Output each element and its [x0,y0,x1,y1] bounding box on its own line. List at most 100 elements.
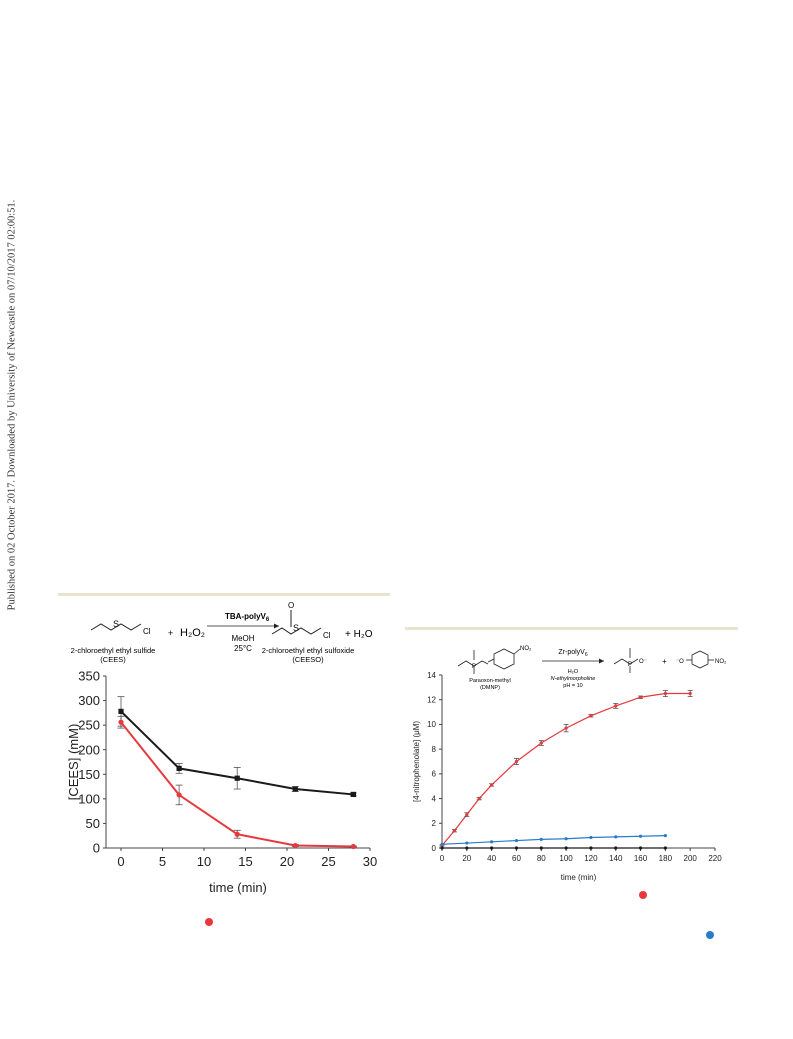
x-tick-label: 140 [609,854,623,863]
data-point-black [440,846,444,850]
margin-note: Published on 02 October 2017. Downloaded… [4,180,20,630]
ceeso-atom-cl: Cl [323,631,331,640]
arrowhead-right [599,658,604,664]
data-point-red [539,741,543,745]
y-tick-label: 250 [78,718,100,733]
y-tick-label: 100 [78,791,100,806]
y-tick-label: 4 [432,794,437,803]
x-tick-label: 220 [708,854,722,863]
x-tick-label: 100 [559,854,573,863]
dmnp-name: Paraoxon-methyl [469,678,511,684]
y-tick-label: 6 [432,770,437,779]
conditions-meoh: MeOH [231,634,254,643]
divider-left [58,593,390,596]
cees-atom-s: S [113,619,119,629]
x-tick-label: 10 [197,854,211,869]
margin-note-text: Published on 02 October 2017. Downloaded… [6,199,18,611]
series-line-red [441,692,691,846]
y-tick-label: 150 [78,767,100,782]
data-point-red [292,842,298,849]
x-axis-label: time (min) [561,873,597,882]
data-point-red [490,783,494,787]
plus-sign-1: + [168,628,173,638]
conditions-water: H₂O [568,669,579,675]
data-point-black [350,791,356,798]
scheme-right: P NO₂ Paraoxon-methyl (DMNP) Zr-polyV6 H… [457,646,727,691]
y-tick-label: 350 [78,669,100,684]
data-point-blue [638,834,643,838]
x-tick-label: 15 [238,854,252,869]
y-tick-label: 0 [93,841,100,856]
data-point-red [176,792,182,798]
data-point-blue [539,837,543,841]
data-point-blue [440,842,444,846]
data-point-black [539,846,543,850]
product-name: 2-chloroethyl ethyl sulfoxide [262,646,355,655]
y-tick-label: 300 [78,693,100,708]
data-point-blue [465,841,469,845]
legend-dot-right-a [639,891,647,899]
x-tick-label: 25 [321,854,335,869]
y-tick-label: 50 [86,816,100,831]
data-point-red [452,829,457,833]
data-point-black [564,846,568,850]
phenolate-o-minus: ⁻O [676,659,684,665]
cees-atom-cl: Cl [143,627,151,636]
data-point-black [514,846,519,850]
ceeso-atom-s: S [293,623,299,633]
data-point-red [514,759,519,764]
legend-dot-left [205,918,213,926]
y-axis-label: [CEES] (mM) [66,724,81,801]
conditions-ph: pH = 10 [563,683,582,689]
cees-skeleton [90,623,142,631]
x-tick-label: 60 [512,854,521,863]
y-tick-label: 200 [78,742,100,757]
x-tick-label: 5 [159,854,166,869]
data-point-black [465,846,469,850]
plus-sign-right: + [662,657,667,666]
dmnp-ring [493,648,515,670]
dmnp-no2-bond [513,648,521,655]
x-tick-label: 30 [363,854,377,869]
data-point-red [234,831,240,837]
data-point-red [614,704,618,708]
product-abbr: (CEESO) [292,655,324,664]
x-tick-label: 20 [280,854,294,869]
phenolate-no2: NO₂ [715,659,727,665]
y-tick-label: 10 [427,720,436,729]
h2o2-label: H₂O₂ [180,627,205,639]
data-point-red [118,719,124,725]
x-tick-label: 200 [684,854,698,863]
data-point-blue [589,835,593,840]
dmp-atom-p: P [628,662,632,668]
data-point-blue [514,838,519,843]
x-tick-label: 160 [634,854,648,863]
data-point-black [118,708,124,714]
data-point-red [663,691,667,696]
dmnp-abbr: (DMNP) [480,685,500,691]
ceeso-atom-o: O [288,601,294,610]
data-point-red [688,691,692,696]
x-tick-label: 120 [584,854,598,863]
data-point-red [638,695,643,699]
x-tick-label: 20 [462,854,471,863]
x-tick-label: 40 [487,854,496,863]
y-tick-label: 2 [432,819,437,828]
data-point-black [614,846,618,850]
data-point-red [564,726,568,730]
legend-dot-right-b [706,931,714,939]
nitrophenolate-chart: 0 20 40 60 80 100 120 140 160 180 200 220 0 2 4 6 8 10 12 1… [412,671,722,882]
conditions-buffer: N-ethylmorpholine [551,676,596,682]
data-point-blue [490,840,494,844]
x-tick-label: 0 [117,854,124,869]
reactant-name: 2-chloroethyl ethyl sulfide [71,646,156,655]
x-tick-label: 180 [659,854,673,863]
data-point-black [176,765,182,771]
dmp-skeleton [613,658,639,665]
scheme-left: S Cl + H₂O₂ TBA-polyV6 MeOH 25°C O S Cl … [71,601,373,664]
series-line-blue [441,835,666,845]
y-tick-label: 12 [427,696,436,705]
data-point-blue [564,837,568,841]
data-point-red [589,714,593,718]
